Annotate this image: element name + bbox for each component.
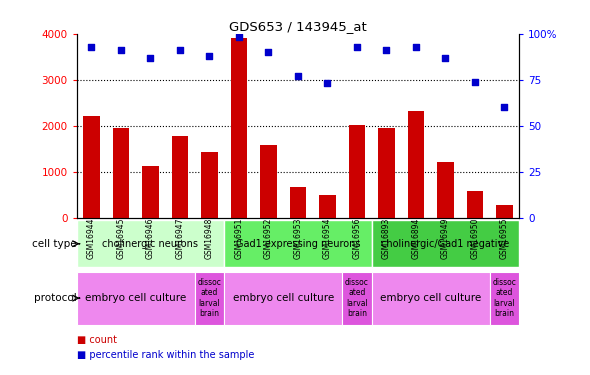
Text: embryo cell culture: embryo cell culture xyxy=(232,293,334,303)
FancyBboxPatch shape xyxy=(372,220,519,267)
Text: GSM16949: GSM16949 xyxy=(441,217,450,259)
Text: GSM16946: GSM16946 xyxy=(146,217,155,259)
Bar xyxy=(113,128,129,218)
Point xyxy=(293,73,303,79)
Point xyxy=(411,44,421,50)
Text: GSM16954: GSM16954 xyxy=(323,217,332,259)
Bar xyxy=(437,162,454,218)
Text: cell type: cell type xyxy=(32,239,77,249)
Text: GSM16893: GSM16893 xyxy=(382,217,391,259)
Text: GSM16945: GSM16945 xyxy=(116,217,126,259)
Point xyxy=(234,34,244,40)
Text: dissoc
ated
larval
brain: dissoc ated larval brain xyxy=(493,278,516,318)
FancyBboxPatch shape xyxy=(195,272,224,324)
Point xyxy=(264,49,273,55)
Point xyxy=(470,78,480,84)
Bar xyxy=(260,145,277,218)
Point xyxy=(323,80,332,86)
Point xyxy=(116,47,126,53)
Text: embryo cell culture: embryo cell culture xyxy=(380,293,481,303)
Bar xyxy=(142,166,159,218)
Text: ■ percentile rank within the sample: ■ percentile rank within the sample xyxy=(77,350,254,360)
Text: cholinergic neurons: cholinergic neurons xyxy=(103,239,198,249)
Bar xyxy=(467,191,483,217)
Text: GSM16956: GSM16956 xyxy=(352,217,362,259)
Point xyxy=(441,55,450,61)
Text: GSM16894: GSM16894 xyxy=(411,217,421,259)
FancyBboxPatch shape xyxy=(224,220,372,267)
Text: GSM16955: GSM16955 xyxy=(500,217,509,259)
Text: ■ count: ■ count xyxy=(77,335,117,345)
Text: GSM16952: GSM16952 xyxy=(264,217,273,259)
Bar xyxy=(349,125,365,217)
FancyBboxPatch shape xyxy=(342,272,372,324)
Text: embryo cell culture: embryo cell culture xyxy=(85,293,186,303)
Text: GSM16953: GSM16953 xyxy=(293,217,303,259)
Bar xyxy=(378,128,395,218)
FancyBboxPatch shape xyxy=(77,220,224,267)
Title: GDS653 / 143945_at: GDS653 / 143945_at xyxy=(229,20,367,33)
Point xyxy=(87,44,96,50)
Text: GSM16947: GSM16947 xyxy=(175,217,185,259)
Point xyxy=(382,47,391,53)
Text: Gad1 expressing neurons: Gad1 expressing neurons xyxy=(235,239,360,249)
FancyBboxPatch shape xyxy=(372,272,490,324)
Text: dissoc
ated
larval
brain: dissoc ated larval brain xyxy=(198,278,221,318)
Text: GSM16950: GSM16950 xyxy=(470,217,480,259)
Text: GSM16951: GSM16951 xyxy=(234,217,244,259)
Bar xyxy=(83,116,100,218)
Text: cholinergic/Gad1 negative: cholinergic/Gad1 negative xyxy=(381,239,510,249)
Point xyxy=(500,104,509,110)
Point xyxy=(146,55,155,61)
Bar xyxy=(290,187,306,218)
Bar xyxy=(408,111,424,218)
Bar xyxy=(496,205,513,218)
Text: GSM16944: GSM16944 xyxy=(87,217,96,259)
Text: GSM16948: GSM16948 xyxy=(205,217,214,259)
Bar xyxy=(201,152,218,217)
Text: protocol: protocol xyxy=(34,293,77,303)
Point xyxy=(205,53,214,59)
FancyBboxPatch shape xyxy=(490,272,519,324)
FancyBboxPatch shape xyxy=(224,272,342,324)
Point xyxy=(352,44,362,50)
FancyBboxPatch shape xyxy=(77,272,195,324)
Bar xyxy=(319,195,336,217)
Bar xyxy=(231,38,247,218)
Point xyxy=(175,47,185,53)
Bar xyxy=(172,136,188,218)
Text: dissoc
ated
larval
brain: dissoc ated larval brain xyxy=(345,278,369,318)
